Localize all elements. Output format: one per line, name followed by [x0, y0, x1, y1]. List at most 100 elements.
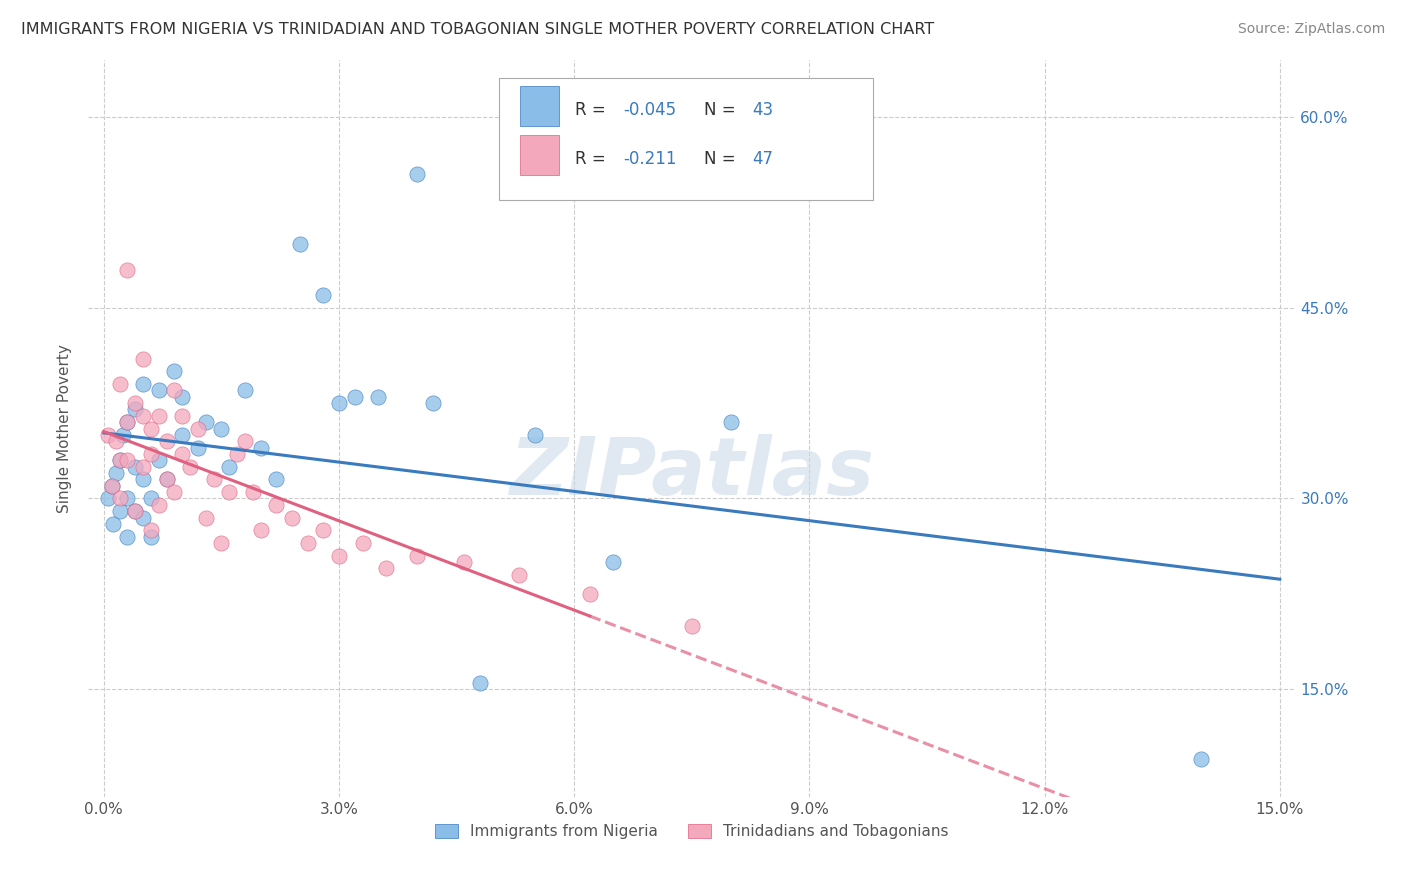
- Point: [163, 384, 186, 398]
- Point: [328, 549, 350, 563]
- Text: -0.045: -0.045: [623, 101, 676, 119]
- Point: [100, 479, 122, 493]
- Point: [209, 421, 232, 435]
- Point: [117, 415, 139, 429]
- Point: [242, 485, 264, 500]
- Point: [218, 459, 240, 474]
- Point: [172, 390, 194, 404]
- Point: [124, 504, 146, 518]
- Point: [117, 453, 139, 467]
- Point: [422, 396, 444, 410]
- Point: [148, 409, 170, 423]
- Point: [139, 524, 162, 538]
- Text: 43: 43: [752, 101, 773, 119]
- Point: [524, 428, 547, 442]
- Point: [155, 472, 177, 486]
- Point: [508, 567, 530, 582]
- Text: Source: ZipAtlas.com: Source: ZipAtlas.com: [1237, 22, 1385, 37]
- Point: [343, 390, 366, 404]
- Point: [266, 472, 288, 486]
- Point: [100, 479, 122, 493]
- Point: [367, 390, 389, 404]
- Point: [104, 434, 127, 449]
- Point: [202, 472, 225, 486]
- Point: [97, 428, 120, 442]
- Point: [132, 376, 155, 391]
- Point: [132, 459, 155, 474]
- Point: [218, 485, 240, 500]
- Point: [132, 510, 155, 524]
- Point: [163, 485, 186, 500]
- Point: [453, 555, 475, 569]
- Text: N =: N =: [704, 101, 741, 119]
- Point: [209, 536, 232, 550]
- Point: [139, 530, 162, 544]
- Text: R =: R =: [575, 150, 610, 169]
- Point: [249, 441, 271, 455]
- Point: [172, 428, 194, 442]
- Y-axis label: Single Mother Poverty: Single Mother Poverty: [58, 344, 72, 513]
- Text: -0.211: -0.211: [623, 150, 676, 169]
- Point: [124, 402, 146, 417]
- Point: [104, 466, 127, 480]
- Point: [375, 561, 398, 575]
- Point: [328, 396, 350, 410]
- Point: [281, 510, 304, 524]
- Point: [155, 472, 177, 486]
- Point: [108, 376, 131, 391]
- Point: [97, 491, 120, 506]
- Point: [148, 498, 170, 512]
- Point: [124, 396, 146, 410]
- Text: N =: N =: [704, 150, 741, 169]
- Point: [108, 453, 131, 467]
- Point: [179, 459, 201, 474]
- Point: [352, 536, 374, 550]
- Point: [139, 447, 162, 461]
- Point: [124, 504, 146, 518]
- Point: [297, 536, 319, 550]
- Text: IMMIGRANTS FROM NIGERIA VS TRINIDADIAN AND TOBAGONIAN SINGLE MOTHER POVERTY CORR: IMMIGRANTS FROM NIGERIA VS TRINIDADIAN A…: [21, 22, 935, 37]
- Point: [312, 524, 335, 538]
- Point: [681, 618, 703, 632]
- Point: [148, 384, 170, 398]
- Point: [172, 447, 194, 461]
- FancyBboxPatch shape: [520, 136, 560, 176]
- Point: [108, 453, 131, 467]
- Point: [226, 447, 249, 461]
- Text: 47: 47: [752, 150, 773, 169]
- Point: [108, 491, 131, 506]
- Point: [117, 262, 139, 277]
- Point: [132, 351, 155, 366]
- Point: [406, 167, 429, 181]
- Point: [266, 498, 288, 512]
- Point: [108, 504, 131, 518]
- Point: [288, 237, 311, 252]
- Point: [103, 516, 125, 531]
- Point: [117, 530, 139, 544]
- Point: [117, 491, 139, 506]
- Point: [112, 428, 135, 442]
- Point: [117, 415, 139, 429]
- Point: [406, 549, 429, 563]
- Point: [468, 676, 491, 690]
- Point: [172, 409, 194, 423]
- Text: R =: R =: [575, 101, 610, 119]
- Point: [187, 441, 209, 455]
- Point: [155, 434, 177, 449]
- Point: [163, 364, 186, 378]
- Point: [720, 415, 742, 429]
- Point: [1189, 752, 1212, 766]
- FancyBboxPatch shape: [499, 78, 873, 200]
- Point: [194, 510, 217, 524]
- Point: [148, 453, 170, 467]
- Point: [187, 421, 209, 435]
- Point: [233, 384, 256, 398]
- Point: [602, 555, 624, 569]
- Point: [139, 421, 162, 435]
- Point: [579, 587, 602, 601]
- Point: [139, 491, 162, 506]
- Point: [124, 459, 146, 474]
- Point: [233, 434, 256, 449]
- Legend: Immigrants from Nigeria, Trinidadians and Tobagonians: Immigrants from Nigeria, Trinidadians an…: [429, 818, 955, 845]
- Point: [132, 472, 155, 486]
